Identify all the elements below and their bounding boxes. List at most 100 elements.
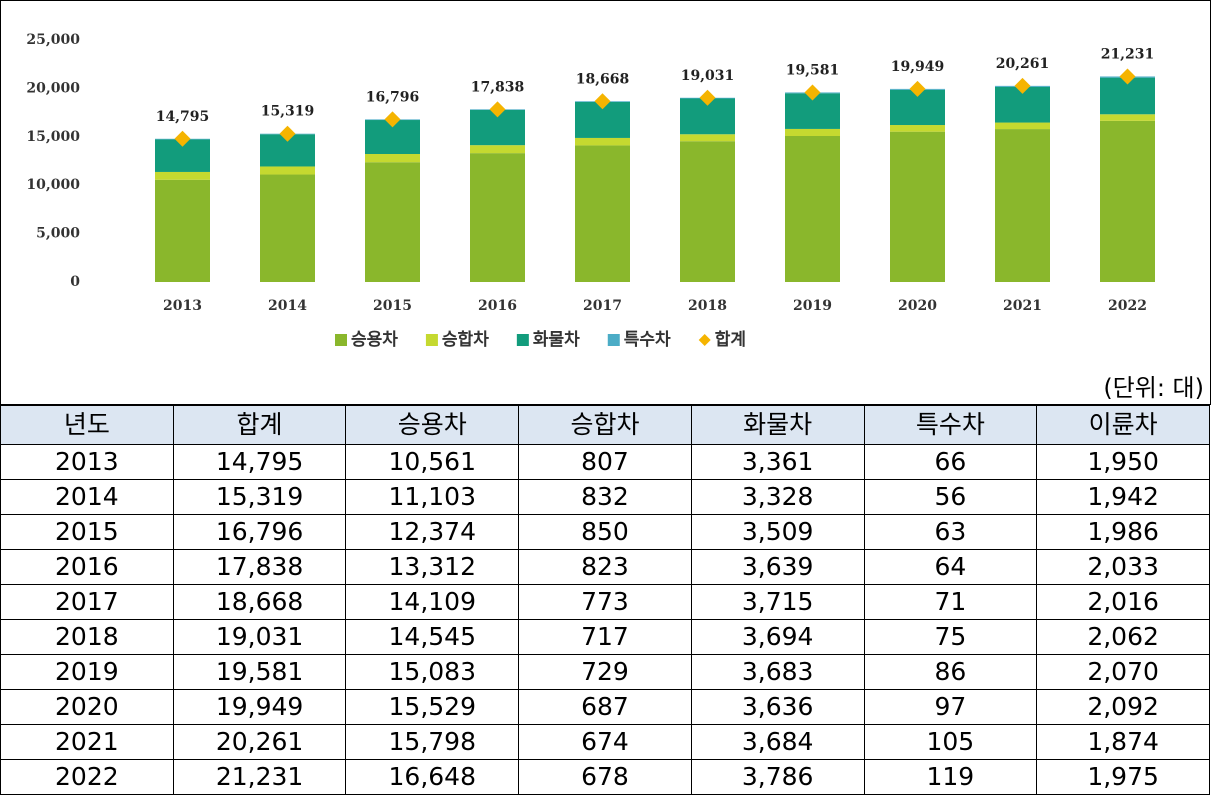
table-row: 2018 19,031 14,545 717 3,694 75 2,062	[0, 619, 1210, 655]
x-tick-label: 2018	[688, 298, 727, 314]
total-marker	[1014, 77, 1031, 94]
legend-label: 특수차	[624, 330, 671, 350]
table-cell: 832	[518, 479, 692, 515]
table-cell: 729	[518, 654, 692, 690]
data-label: 17,838	[471, 79, 525, 95]
table-cell: 3,683	[690, 654, 865, 690]
data-label: 16,796	[366, 89, 420, 105]
x-tick-label: 2020	[898, 298, 937, 314]
table-cell: 16,648	[345, 759, 520, 795]
table-cell: 3,715	[690, 584, 865, 620]
header-cell: 년도	[0, 405, 174, 445]
bar-segment	[890, 125, 945, 132]
y-tick-label: 10,000	[26, 177, 80, 193]
table-cell: 13,312	[345, 549, 520, 585]
table-row: 2022 21,231 16,648 678 3,786 119 1,975	[0, 759, 1210, 795]
y-tick-label: 25,000	[26, 32, 80, 48]
table-cell: 3,639	[690, 549, 865, 585]
table-cell: 119	[863, 759, 1038, 795]
bar-segment	[155, 179, 210, 282]
table-cell: 1,975	[1036, 759, 1210, 795]
table-cell: 14,795	[172, 444, 347, 480]
table-row: 2015 16,796 12,374 850 3,509 63 1,986	[0, 514, 1210, 550]
table-cell: 678	[518, 759, 692, 795]
table-cell: 2021	[0, 724, 174, 760]
table-cell: 1,874	[1036, 724, 1210, 760]
bar-segment	[1100, 120, 1155, 283]
table-cell: 14,545	[345, 619, 520, 655]
bar-segment	[575, 145, 630, 282]
table-row: 2017 18,668 14,109 773 3,715 71 2,016	[0, 584, 1210, 620]
total-marker	[1119, 68, 1136, 85]
x-tick-label: 2021	[1003, 298, 1042, 314]
table-cell: 15,529	[345, 689, 520, 725]
table-cell: 2,016	[1036, 584, 1210, 620]
table-cell: 3,694	[690, 619, 865, 655]
table-cell: 15,083	[345, 654, 520, 690]
chart: 0 5,000 10,000 15,000 20,000 25,000 2013 14,795…	[0, 0, 1211, 405]
unit-note: (단위: 대)	[1103, 374, 1204, 402]
table-cell: 2013	[0, 444, 174, 480]
table-row: 2020 19,949 15,529 687 3,636 97 2,092	[0, 689, 1210, 725]
table-cell: 14,109	[345, 584, 520, 620]
table-cell: 12,374	[345, 514, 520, 550]
chart-border	[0, 0, 1211, 405]
table-cell: 2015	[0, 514, 174, 550]
table-cell: 21,231	[172, 759, 347, 795]
bar-segment	[785, 135, 840, 282]
legend-marker	[698, 334, 711, 346]
table-cell: 3,786	[690, 759, 865, 795]
table-cell: 2,033	[1036, 549, 1210, 585]
data-label: 14,795	[156, 109, 210, 125]
table-cell: 71	[863, 584, 1038, 620]
table-cell: 19,031	[172, 619, 347, 655]
table-cell: 75	[863, 619, 1038, 655]
table-cell: 16,796	[172, 514, 347, 550]
legend-label: 화물차	[533, 330, 580, 350]
table-cell: 2020	[0, 689, 174, 725]
y-tick-label: 20,000	[26, 80, 80, 96]
y-tick-label: 15,000	[26, 129, 80, 145]
x-tick-label: 2022	[1108, 298, 1147, 314]
bar-segment	[680, 134, 735, 142]
table-cell: 17,838	[172, 549, 347, 585]
x-tick-label: 2013	[163, 298, 202, 314]
table-cell: 2,070	[1036, 654, 1210, 690]
legend-swatch	[607, 334, 620, 346]
x-tick-label: 2016	[478, 298, 517, 314]
table-cell: 64	[863, 549, 1038, 585]
bar-segment	[470, 153, 525, 282]
table-cell: 86	[863, 654, 1038, 690]
legend-label: 승합차	[442, 329, 489, 350]
bar-segment	[470, 145, 525, 154]
data-label: 20,261	[996, 56, 1050, 72]
table-cell: 3,328	[690, 479, 865, 515]
bar-segment	[1100, 114, 1155, 121]
data-label: 18,668	[576, 71, 630, 87]
table-cell: 717	[518, 619, 692, 655]
bar-segment	[260, 166, 315, 175]
bar-segment	[785, 128, 840, 136]
total-marker	[909, 80, 926, 97]
table-cell: 20,261	[172, 724, 347, 760]
legend-label: 합계	[715, 329, 746, 350]
table-cell: 850	[518, 514, 692, 550]
header-cell: 승합차	[518, 405, 692, 445]
table-cell: 1,986	[1036, 514, 1210, 550]
table-cell: 2022	[0, 759, 174, 795]
total-marker	[804, 84, 821, 101]
table-cell: 97	[863, 689, 1038, 725]
table-cell: 807	[518, 444, 692, 480]
table-cell: 674	[518, 724, 692, 760]
table-cell: 15,798	[345, 724, 520, 760]
data-table: 년도 합계 승용차 승합차 화물차 특수차 이륜차 2013 14,795 10,561 807 3,…	[0, 405, 1210, 795]
table-cell: 11,103	[345, 479, 520, 515]
x-tick-label: 2017	[583, 298, 622, 314]
table-cell: 1,950	[1036, 444, 1210, 480]
bar-segment	[365, 162, 420, 282]
table-cell: 2017	[0, 584, 174, 620]
header-cell: 특수차	[863, 405, 1038, 445]
header-row: 년도 합계 승용차 승합차 화물차 특수차 이륜차	[0, 405, 1210, 445]
legend-swatch	[516, 334, 529, 346]
data-label: 19,031	[681, 68, 735, 84]
